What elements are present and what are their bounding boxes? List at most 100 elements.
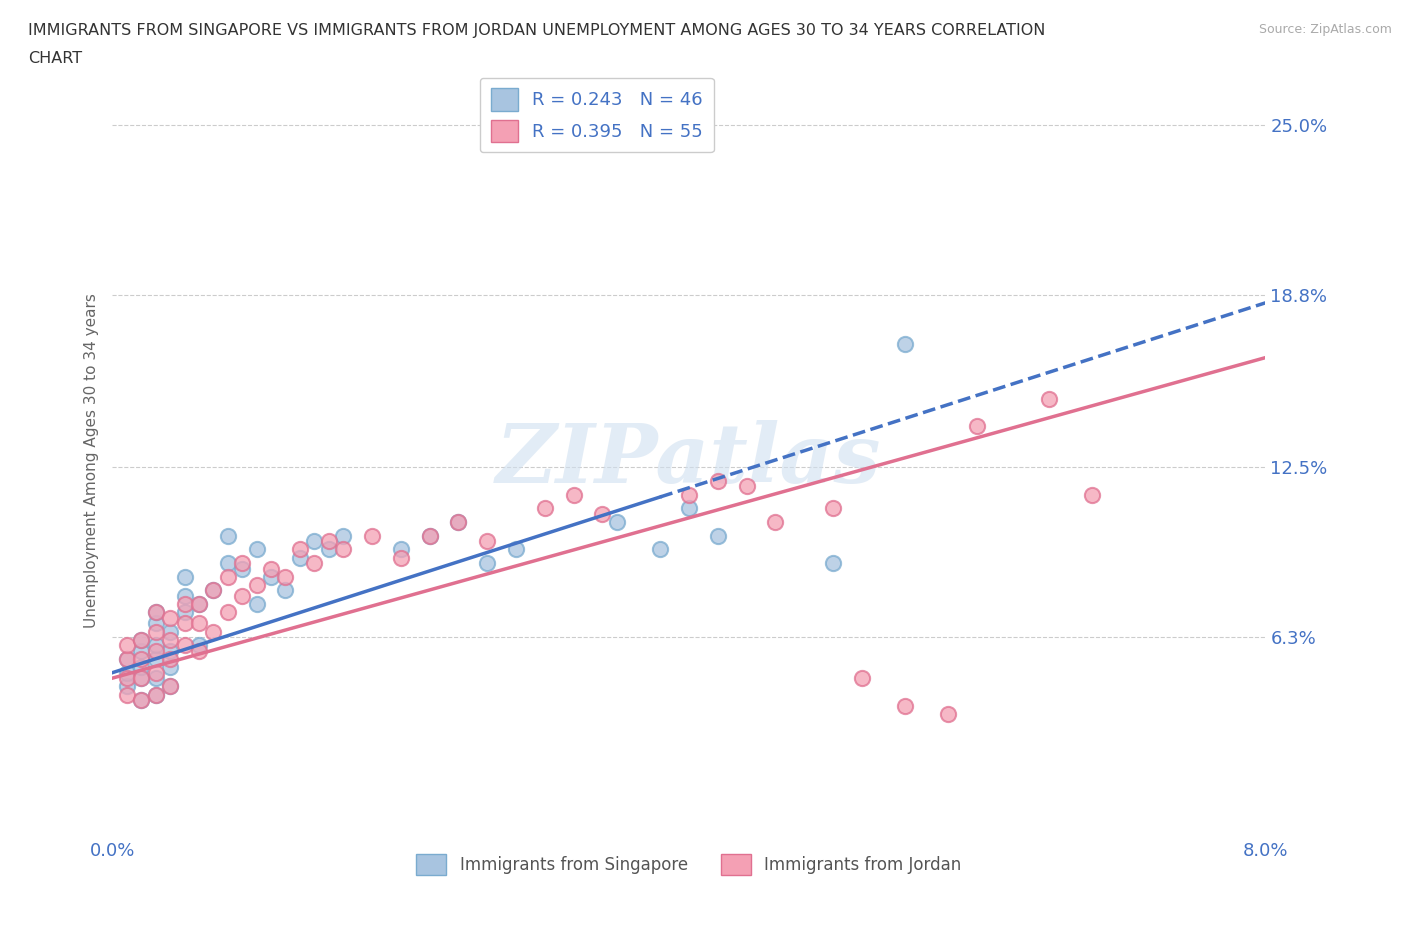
- Point: [202, 624, 225, 639]
- Point: [592, 506, 614, 521]
- Point: [475, 534, 498, 549]
- Point: [217, 555, 239, 570]
- Point: [217, 528, 239, 543]
- Point: [115, 671, 138, 685]
- Point: [304, 555, 326, 570]
- Point: [332, 542, 354, 557]
- Point: [145, 665, 167, 680]
- Point: [246, 597, 269, 612]
- Point: [159, 610, 181, 625]
- Point: [129, 652, 153, 667]
- Point: [129, 671, 153, 685]
- Point: [765, 514, 787, 529]
- Point: [447, 514, 470, 529]
- Point: [115, 652, 138, 667]
- Point: [129, 693, 153, 708]
- Point: [304, 534, 326, 549]
- Point: [145, 604, 167, 619]
- Text: IMMIGRANTS FROM SINGAPORE VS IMMIGRANTS FROM JORDAN UNEMPLOYMENT AMONG AGES 30 T: IMMIGRANTS FROM SINGAPORE VS IMMIGRANTS …: [28, 23, 1046, 38]
- Point: [274, 569, 297, 584]
- Point: [188, 644, 211, 658]
- Point: [606, 514, 628, 529]
- Point: [678, 501, 700, 516]
- Point: [260, 561, 283, 576]
- Point: [419, 528, 441, 543]
- Point: [678, 487, 700, 502]
- Point: [145, 671, 167, 685]
- Point: [419, 528, 441, 543]
- Point: [202, 583, 225, 598]
- Point: [288, 542, 311, 557]
- Point: [447, 514, 470, 529]
- Point: [188, 638, 211, 653]
- Point: [217, 569, 239, 584]
- Point: [173, 569, 195, 584]
- Point: [1038, 392, 1060, 406]
- Point: [173, 604, 195, 619]
- Point: [188, 597, 211, 612]
- Point: [288, 551, 311, 565]
- Point: [533, 501, 555, 516]
- Point: [129, 632, 153, 647]
- Point: [145, 638, 167, 653]
- Point: [389, 551, 412, 565]
- Point: [115, 638, 138, 653]
- Point: [115, 687, 138, 702]
- Point: [360, 528, 382, 543]
- Point: [159, 644, 181, 658]
- Point: [894, 698, 917, 713]
- Point: [260, 569, 283, 584]
- Point: [145, 644, 167, 658]
- Point: [938, 706, 960, 721]
- Point: [173, 616, 195, 631]
- Point: [274, 583, 297, 598]
- Point: [145, 604, 167, 619]
- Point: [115, 665, 138, 680]
- Point: [129, 659, 153, 674]
- Y-axis label: Unemployment Among Ages 30 to 34 years: Unemployment Among Ages 30 to 34 years: [83, 293, 98, 628]
- Text: CHART: CHART: [28, 51, 82, 66]
- Point: [115, 652, 138, 667]
- Point: [173, 597, 195, 612]
- Point: [159, 679, 181, 694]
- Point: [173, 589, 195, 604]
- Legend: Immigrants from Singapore, Immigrants from Jordan: Immigrants from Singapore, Immigrants fr…: [409, 848, 969, 882]
- Text: Source: ZipAtlas.com: Source: ZipAtlas.com: [1258, 23, 1392, 36]
- Point: [231, 561, 253, 576]
- Point: [159, 652, 181, 667]
- Point: [851, 671, 873, 685]
- Point: [217, 604, 239, 619]
- Point: [202, 583, 225, 598]
- Point: [475, 555, 498, 570]
- Point: [648, 542, 672, 557]
- Point: [246, 578, 269, 592]
- Point: [505, 542, 527, 557]
- Point: [966, 418, 988, 433]
- Point: [115, 679, 138, 694]
- Point: [145, 652, 167, 667]
- Point: [707, 528, 730, 543]
- Point: [707, 473, 730, 488]
- Point: [894, 337, 917, 352]
- Point: [231, 555, 253, 570]
- Point: [145, 616, 167, 631]
- Point: [735, 479, 758, 494]
- Point: [821, 555, 844, 570]
- Point: [246, 542, 269, 557]
- Point: [562, 487, 585, 502]
- Point: [159, 679, 181, 694]
- Point: [129, 693, 153, 708]
- Point: [318, 542, 340, 557]
- Point: [129, 632, 153, 647]
- Point: [159, 624, 181, 639]
- Point: [159, 659, 181, 674]
- Point: [159, 632, 181, 647]
- Point: [188, 597, 211, 612]
- Point: [332, 528, 354, 543]
- Point: [129, 644, 153, 658]
- Point: [145, 624, 167, 639]
- Point: [145, 687, 167, 702]
- Point: [318, 534, 340, 549]
- Point: [231, 589, 253, 604]
- Point: [389, 542, 412, 557]
